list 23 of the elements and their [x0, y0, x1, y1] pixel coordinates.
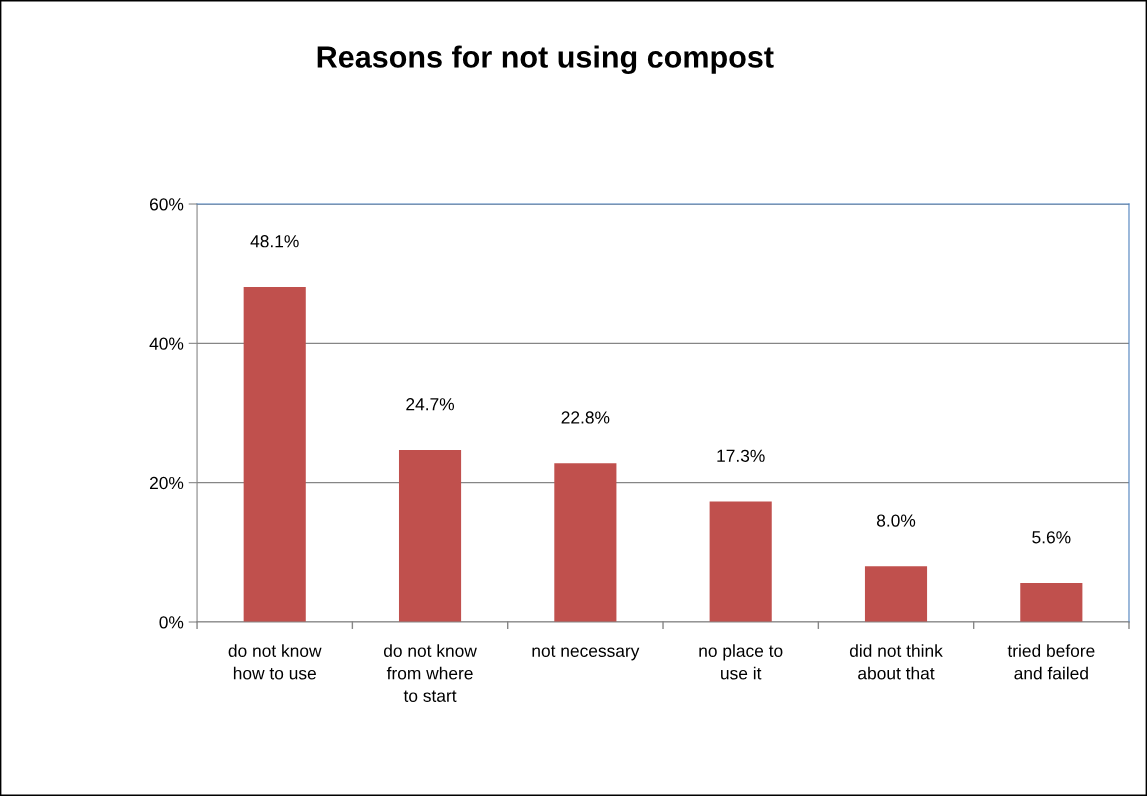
bar — [243, 286, 306, 622]
bar — [554, 463, 617, 622]
x-tick-label: did not think about that — [849, 644, 943, 680]
x-tick-label: not necessary — [532, 645, 640, 661]
data-label: 8.0% — [876, 514, 916, 527]
data-label: 22.8% — [561, 411, 610, 424]
bar — [398, 449, 462, 622]
y-tick-label: 0% — [159, 616, 184, 629]
data-label: 17.3% — [717, 449, 765, 462]
x-tick-label: no place to use it — [699, 644, 783, 680]
x-tick-label: tried before and failed — [1007, 644, 1095, 680]
bar — [864, 566, 928, 622]
y-tick-label: 40% — [149, 337, 184, 350]
bar — [1020, 582, 1083, 622]
data-label: 48.1% — [250, 235, 299, 248]
y-tick-label: 20% — [149, 476, 184, 490]
y-tick-label: 60% — [150, 198, 184, 211]
chart-title: Reasons for not using compost — [317, 45, 774, 75]
x-tick-label: do not know how to use — [228, 644, 322, 680]
data-label: 24.7% — [406, 398, 455, 411]
data-label: 5.6% — [1032, 531, 1071, 544]
bar — [709, 501, 772, 622]
x-tick-label: do not know from where to start — [383, 644, 477, 702]
